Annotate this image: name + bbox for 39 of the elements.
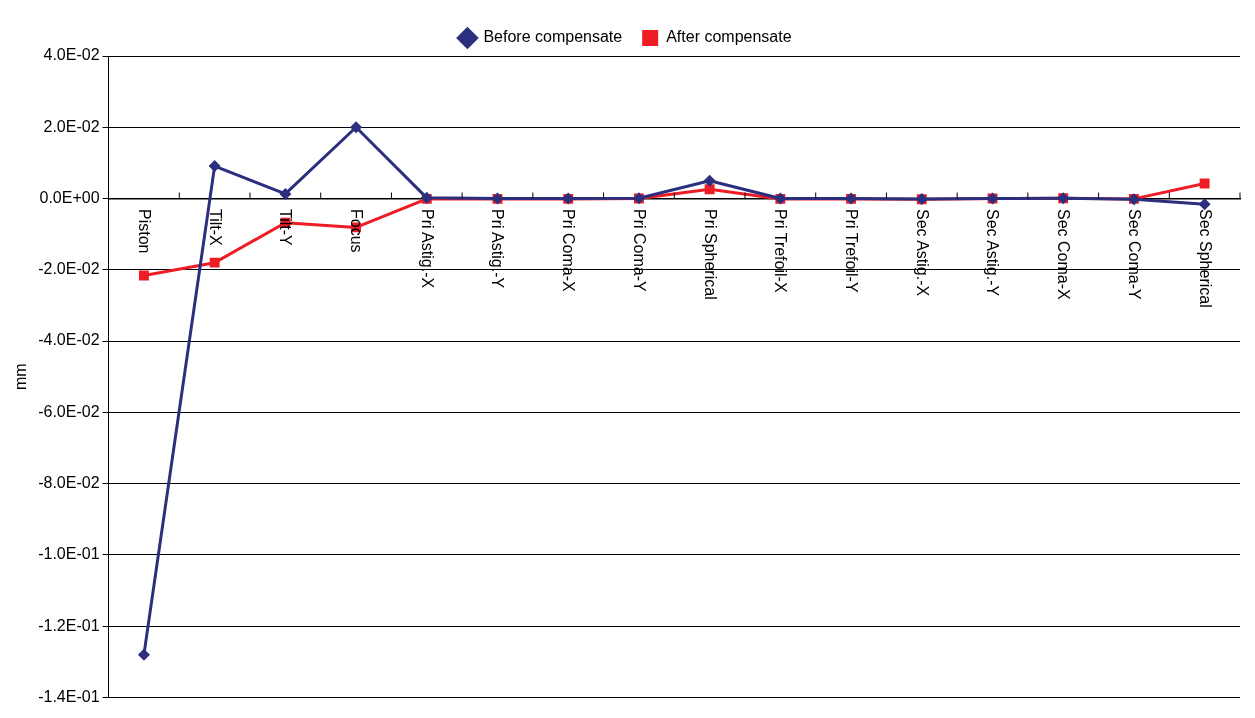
y-tick-label: -1.4E-01 xyxy=(38,687,100,705)
y-tick-label: -6.0E-02 xyxy=(38,402,100,420)
y-tick-label: -1.2E-01 xyxy=(38,616,100,634)
x-tick-label: Tilt-X xyxy=(205,208,224,246)
point xyxy=(138,270,149,281)
x-tick-label: Pri Coma-Y xyxy=(629,208,648,292)
point xyxy=(209,257,220,268)
x-tick-label: Sec Coma-X xyxy=(1054,208,1073,300)
y-tick-label: 2.0E-02 xyxy=(43,117,100,135)
y-tick-label: 4.0E-02 xyxy=(43,46,100,64)
x-tick-label: Pri Astig.-X xyxy=(417,208,436,288)
x-tick-label: Pri Trefoil-X xyxy=(771,208,790,293)
point xyxy=(1199,178,1210,189)
x-tick-label: Sec Coma-Y xyxy=(1124,208,1143,300)
y-tick-label: 0.0E+00 xyxy=(39,188,100,206)
x-tick-label: Sec Spherical xyxy=(1195,208,1214,308)
point xyxy=(1198,198,1211,211)
x-tick-label: Focus xyxy=(347,208,366,253)
y-tick-label: -8.0E-02 xyxy=(38,474,100,492)
point xyxy=(208,160,221,173)
y-axis-title: mm xyxy=(12,363,30,391)
point xyxy=(704,184,715,195)
x-tick-label: Tilt-Y xyxy=(276,208,295,246)
y-tick-label: -2.0E-02 xyxy=(38,260,100,278)
point xyxy=(703,174,716,187)
x-tick-label: Pri Trefoil-Y xyxy=(842,208,861,293)
x-tick-label: Sec Astig.-Y xyxy=(983,208,1002,296)
legend-label: Before compensate xyxy=(483,28,623,46)
x-tick-label: Pri Spherical xyxy=(700,208,719,300)
y-tick-label: -1.0E-01 xyxy=(38,545,100,563)
x-tick-label: Piston xyxy=(134,208,153,253)
point xyxy=(350,121,363,134)
x-tick-label: Sec Astig.-X xyxy=(912,208,931,296)
x-tick-label: Pri Astig.-Y xyxy=(488,208,507,288)
legend-label: After compensate xyxy=(666,28,792,46)
x-tick-label: Pri Coma-X xyxy=(559,208,578,292)
y-tick-label: -4.0E-02 xyxy=(38,331,100,349)
point xyxy=(137,648,150,661)
point xyxy=(279,187,292,200)
